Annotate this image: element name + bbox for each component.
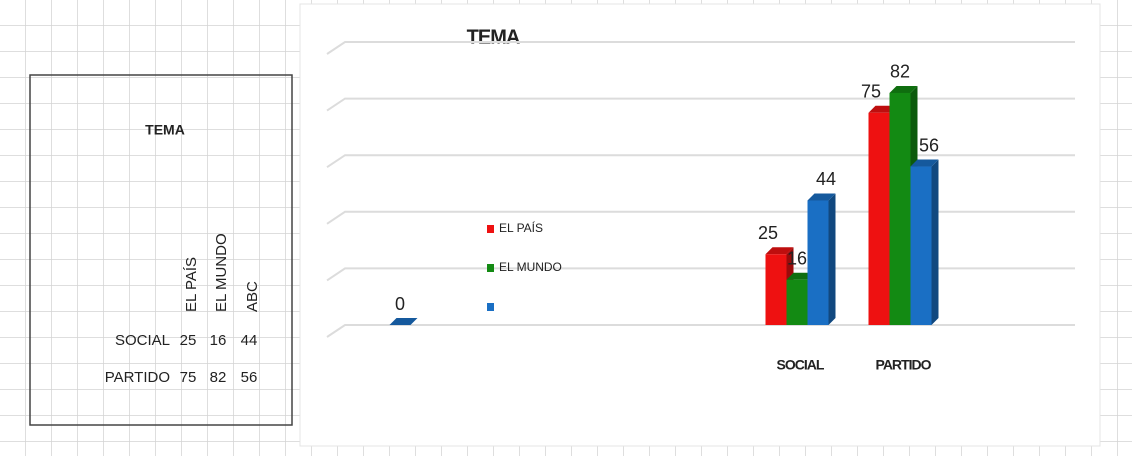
bar [765,254,787,325]
bar [910,166,932,325]
legend-label: EL PAÍS [499,220,543,235]
cell-value: 75 [180,369,197,386]
chart-area [299,3,1101,447]
legend-swatch [487,303,494,311]
row-label: PARTIDO [105,369,170,386]
bar-top [389,318,418,325]
bar [889,92,911,325]
bar [868,112,890,325]
bar-top [910,159,939,167]
data-label: 75 [861,82,881,102]
row-label: SOCIAL [115,332,170,349]
data-label: 25 [758,223,778,243]
grid-line [326,41,1075,55]
bar-top [765,247,794,255]
legend-swatch [487,264,494,272]
cell-value: 44 [241,332,258,349]
grid-line [326,324,1075,338]
bar-side [931,159,939,325]
cell-value: 82 [210,369,227,386]
data-label: 44 [816,169,836,189]
grid-line [326,154,1075,169]
cell-value: 16 [210,332,227,349]
x-tick-label: PARTIDO [876,357,932,373]
cell-value: 56 [241,369,258,386]
chart-title: TEMA [467,26,520,48]
table-title: TEMA [145,122,185,138]
column-header: EL PAÍS [183,257,200,312]
bar [807,200,829,325]
table-border [29,74,293,426]
data-label: 16 [787,248,807,268]
column-header: EL MUNDO [213,233,230,312]
bar [786,279,808,325]
legend-swatch [487,225,494,233]
data-label: 56 [919,135,939,155]
legend-label: EL MUNDO [499,260,562,274]
data-label: 82 [890,62,910,82]
grid-line [326,97,1075,112]
cell-value: 25 [180,332,197,349]
bar-top [889,85,918,93]
bar-side [828,193,836,325]
column-header: ABC [244,281,261,312]
x-tick-label: SOCIAL [777,357,825,373]
bar-top [807,193,836,201]
data-label: 0 [395,294,405,314]
